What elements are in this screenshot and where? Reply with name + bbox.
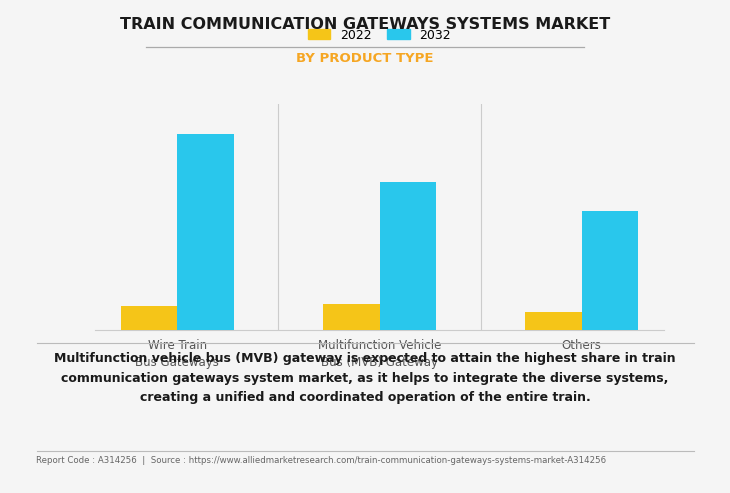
Bar [582,211,639,330]
Bar [120,306,177,330]
Bar [323,304,380,330]
Bar [380,182,437,330]
Text: TRAIN COMMUNICATION GATEWAYS SYSTEMS MARKET: TRAIN COMMUNICATION GATEWAYS SYSTEMS MAR… [120,17,610,32]
Text: BY PRODUCT TYPE: BY PRODUCT TYPE [296,52,434,65]
Text: Multifunction vehicle bus (MVB) gateway is expected to attain the highest share : Multifunction vehicle bus (MVB) gateway … [54,352,676,404]
Bar [525,312,582,330]
Bar [177,135,234,330]
Legend: 2022, 2032: 2022, 2032 [303,24,456,47]
Text: Report Code : A314256  |  Source : https://www.alliedmarketresearch.com/train-co: Report Code : A314256 | Source : https:/… [36,456,607,465]
